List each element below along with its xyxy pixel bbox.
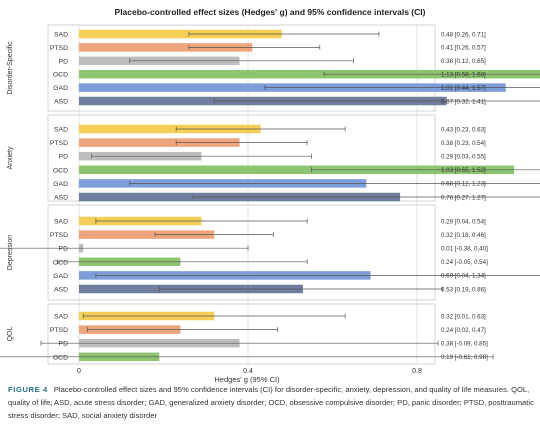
x-tick-label: 0: [77, 368, 81, 375]
bar: [79, 138, 240, 147]
forest-bar-chart: Placebo-controlled effect sizes (Hedges'…: [0, 7, 540, 384]
category-label: OCD: [53, 259, 68, 266]
category-label: ASD: [54, 99, 68, 106]
category-label: PD: [59, 58, 69, 65]
value-label: 0.87 [0.32, 1.41]: [441, 98, 486, 105]
x-tick-label: 0.8: [412, 368, 422, 375]
value-label: 1.13 [0.58, 1.68]: [441, 72, 486, 79]
value-label: 0.01 [-0.38, 0.40]: [441, 246, 488, 253]
group-panel: [47, 204, 436, 301]
category-label: GAD: [53, 273, 68, 280]
category-label: PD: [59, 154, 69, 161]
bar: [79, 69, 540, 79]
value-label: 0.69 [0.04, 1.34]: [441, 273, 486, 280]
figure-caption: FIGURE 4 Placebo-controlled effect sizes …: [8, 384, 536, 422]
bar: [79, 165, 515, 175]
value-label: 0.29 [0.04, 0.54]: [441, 218, 486, 225]
bar: [79, 29, 282, 39]
group-label: Disorder-Specific: [7, 41, 14, 95]
value-label: 0.41 [0.26, 0.57]: [441, 45, 486, 52]
category-label: GAD: [53, 181, 68, 188]
category-label: PD: [59, 341, 69, 348]
category-label: PTSD: [50, 140, 68, 147]
value-label: 0.32 [0.18, 0.46]: [441, 232, 486, 239]
value-label: 0.24 [-0.05, 0.54]: [441, 259, 488, 266]
group-label: Anxiety: [7, 146, 14, 169]
category-label: OCD: [53, 72, 68, 79]
category-label: ASD: [54, 195, 68, 202]
value-label: 1.03 [0.55, 1.52]: [441, 167, 486, 174]
bar: [79, 43, 253, 52]
value-label: 1.01 [0.44, 1.57]: [441, 85, 486, 92]
category-label: PD: [59, 246, 69, 253]
category-label: GAD: [53, 85, 68, 92]
group-panel: [47, 24, 436, 112]
value-label: 0.76 [0.27, 1.27]: [441, 194, 486, 201]
category-label: SAD: [54, 219, 68, 226]
category-label: SAD: [54, 314, 68, 321]
value-label: 0.38 [0.12, 0.65]: [441, 58, 486, 65]
bar: [79, 230, 215, 239]
value-label: 0.32 [0.01, 0.63]: [441, 313, 486, 320]
category-label: SAD: [54, 127, 68, 134]
bar: [79, 124, 261, 134]
group-label: Depression: [7, 235, 14, 271]
value-label: 0.19 [-0.61, 0.98]: [441, 354, 488, 361]
group-panel: [47, 303, 436, 365]
value-label: 0.43 [0.23, 0.63]: [441, 126, 486, 133]
x-tick-label: 0.4: [243, 368, 253, 375]
category-label: OCD: [53, 167, 68, 174]
category-label: PTSD: [50, 327, 68, 334]
value-label: 0.68 [0.12, 1.23]: [441, 181, 486, 188]
category-label: PTSD: [50, 45, 68, 52]
value-label: 0.53 [0.19, 0.86]: [441, 286, 486, 293]
group-label: QOL: [7, 327, 14, 342]
category-label: ASD: [54, 287, 68, 294]
value-label: 0.38 [0.23, 0.54]: [441, 140, 486, 147]
category-label: PTSD: [50, 232, 68, 239]
chart-title: Placebo-controlled effect sizes (Hedges'…: [115, 7, 426, 17]
value-label: 0.24 [0.02, 0.47]: [441, 327, 486, 334]
value-label: 0.38 [-0.09, 0.85]: [441, 341, 488, 348]
figure-label: FIGURE 4: [8, 385, 48, 394]
category-label: OCD: [53, 354, 68, 361]
category-label: SAD: [54, 32, 68, 39]
x-axis-label: Hedges' g (95% CI): [214, 375, 280, 384]
value-label: 0.29 [0.03, 0.55]: [441, 154, 486, 161]
value-label: 0.48 [0.26, 0.71]: [441, 31, 486, 38]
caption-text: Placebo-controlled effect sizes and 95% …: [8, 385, 534, 420]
